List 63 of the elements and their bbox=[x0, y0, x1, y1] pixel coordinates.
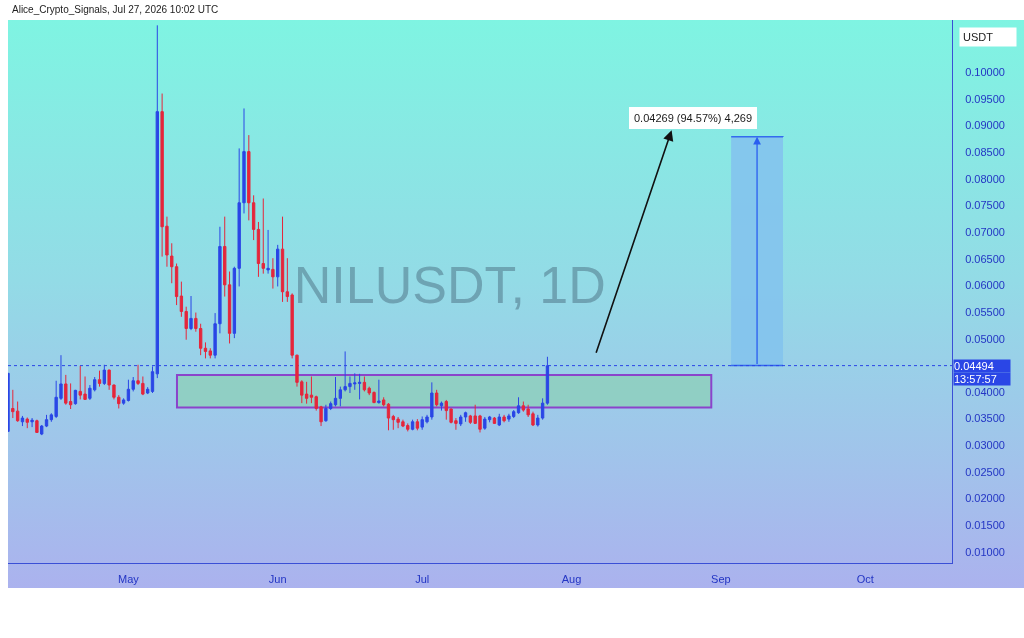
x-tick-label: Oct bbox=[856, 573, 874, 586]
text: 13:57:57 bbox=[954, 373, 997, 385]
candlestick bbox=[35, 419, 39, 434]
candlestick bbox=[377, 379, 381, 405]
candlestick bbox=[30, 417, 34, 428]
candlestick bbox=[126, 379, 131, 403]
y-tick-label: 0.01500 bbox=[965, 519, 1005, 532]
candlestick bbox=[11, 389, 15, 419]
x-tick-label: Jul bbox=[415, 573, 430, 586]
candlestick bbox=[276, 244, 280, 287]
candlestick bbox=[20, 415, 25, 427]
y-tick-label: 0.05500 bbox=[965, 305, 1005, 318]
y-tick-label: 0.08500 bbox=[965, 146, 1005, 158]
y-tick-label: 0.09000 bbox=[965, 119, 1005, 132]
candlestick bbox=[280, 216, 285, 303]
x-tick-label: Jun bbox=[268, 573, 287, 586]
y-tick-label: 0.07500 bbox=[965, 199, 1005, 212]
x-tick-label: May bbox=[118, 573, 140, 586]
y-tick-label: 0.07000 bbox=[965, 225, 1005, 238]
y-tick-label: 0.04000 bbox=[965, 385, 1005, 398]
x-tick-label: Aug bbox=[561, 573, 582, 586]
y-tick-label: 0.03000 bbox=[965, 439, 1005, 452]
y-tick-label: 0.09500 bbox=[965, 92, 1005, 105]
candlestick bbox=[497, 413, 501, 427]
y-tick-label: 0.02500 bbox=[965, 465, 1005, 478]
candlestick bbox=[483, 416, 487, 431]
candlestick bbox=[357, 373, 362, 400]
band-label: 0.04269 (94.57%) 4,269 bbox=[634, 112, 753, 124]
candlestick bbox=[64, 374, 68, 406]
text: Alice_Crypto_Signals, Jul 27, 2026 10:02 UTC bbox=[12, 4, 219, 15]
y-axis-title: USDT bbox=[963, 31, 994, 43]
candlestick bbox=[521, 401, 526, 413]
candlestick bbox=[439, 401, 444, 412]
candlestick bbox=[415, 418, 420, 431]
candlestick bbox=[25, 417, 29, 429]
candlestick bbox=[266, 229, 270, 275]
y-tick-label: 0.06500 bbox=[965, 252, 1005, 265]
candlestick bbox=[203, 341, 208, 359]
y-tick-label: 0.05000 bbox=[965, 332, 1005, 345]
y-tick-label: 0.01000 bbox=[965, 545, 1005, 558]
candlestick bbox=[463, 411, 468, 423]
candlestick bbox=[492, 416, 497, 425]
y-tick-label: 0.10000 bbox=[965, 66, 1005, 79]
y-tick-label: 0.03500 bbox=[965, 412, 1005, 425]
candlestick bbox=[121, 397, 126, 406]
candlestick bbox=[410, 419, 415, 431]
candlestick bbox=[333, 376, 338, 407]
ref-line-label: 0.04494 bbox=[954, 360, 994, 372]
x-tick-label: Sep bbox=[711, 573, 731, 586]
candlestick bbox=[271, 257, 275, 290]
candlestick bbox=[434, 389, 439, 407]
y-tick-label: 0.06000 bbox=[965, 279, 1005, 292]
y-tick-label: 0.02000 bbox=[965, 492, 1005, 505]
candlestick bbox=[97, 370, 102, 388]
candlestick bbox=[459, 414, 463, 427]
candlestick bbox=[189, 295, 193, 331]
candlestick bbox=[502, 414, 506, 423]
y-tick-label: 0.08000 bbox=[965, 172, 1005, 185]
candlestick bbox=[362, 375, 367, 392]
candlestick bbox=[516, 396, 521, 415]
candlestick bbox=[261, 198, 265, 275]
candlestick bbox=[304, 381, 309, 405]
text: NILUSDT, 1D bbox=[293, 256, 606, 315]
